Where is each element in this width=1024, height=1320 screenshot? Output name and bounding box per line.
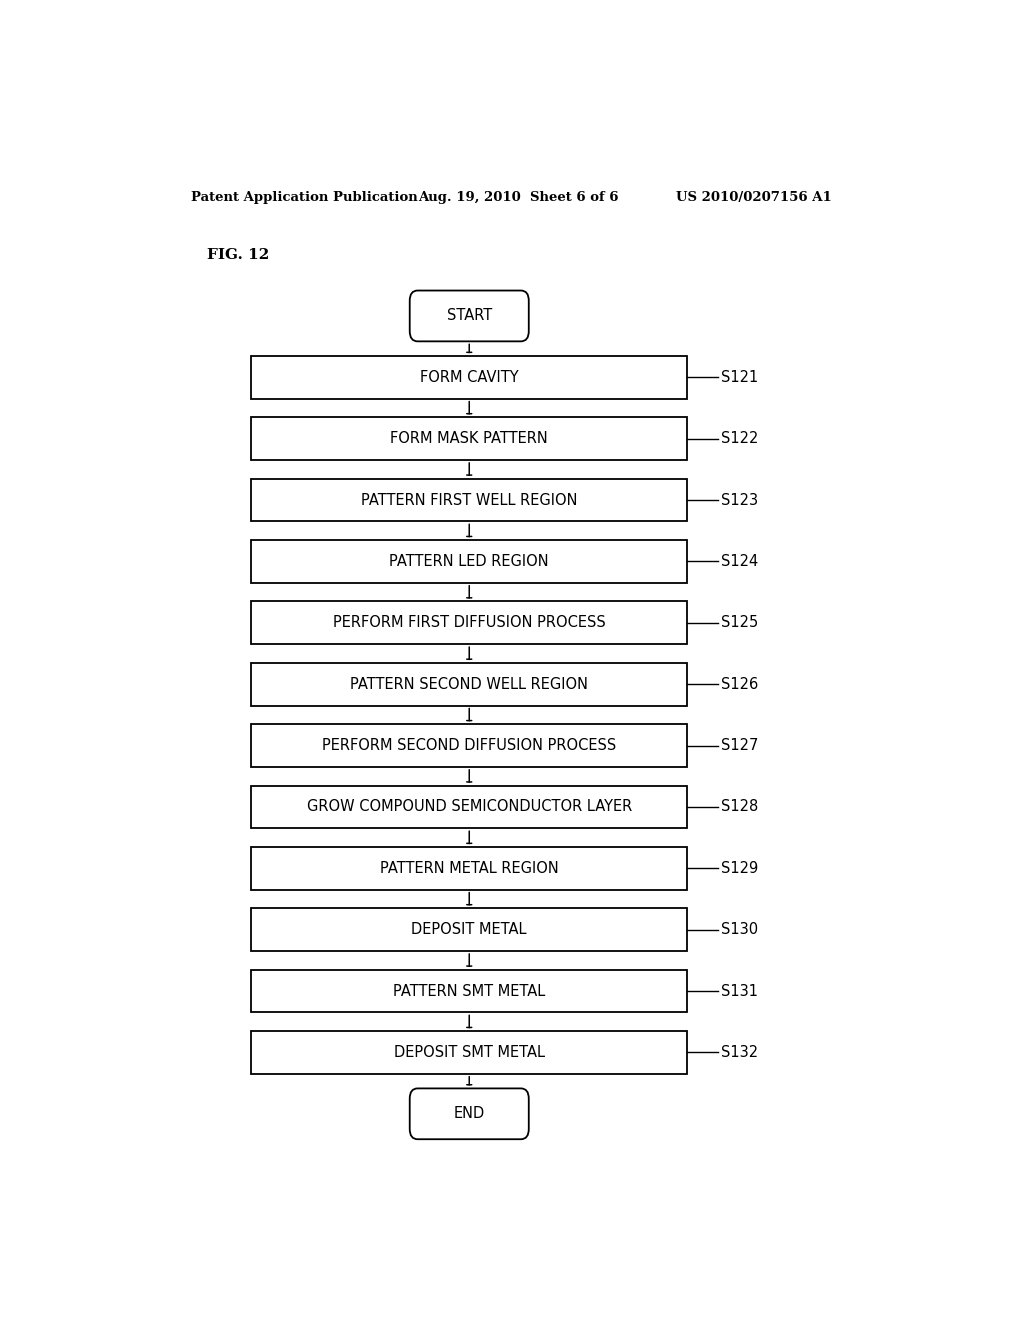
Text: Aug. 19, 2010  Sheet 6 of 6: Aug. 19, 2010 Sheet 6 of 6 bbox=[418, 190, 618, 203]
Text: PERFORM SECOND DIFFUSION PROCESS: PERFORM SECOND DIFFUSION PROCESS bbox=[323, 738, 616, 754]
Text: S131: S131 bbox=[721, 983, 758, 998]
Text: START: START bbox=[446, 309, 492, 323]
Text: S123: S123 bbox=[721, 492, 758, 508]
Text: PATTERN SECOND WELL REGION: PATTERN SECOND WELL REGION bbox=[350, 677, 588, 692]
Text: GROW COMPOUND SEMICONDUCTOR LAYER: GROW COMPOUND SEMICONDUCTOR LAYER bbox=[306, 800, 632, 814]
Text: US 2010/0207156 A1: US 2010/0207156 A1 bbox=[676, 190, 831, 203]
Bar bbox=[251, 908, 687, 950]
Bar bbox=[251, 356, 687, 399]
Text: FORM CAVITY: FORM CAVITY bbox=[420, 370, 518, 385]
Text: S124: S124 bbox=[721, 554, 758, 569]
Bar bbox=[251, 785, 687, 828]
Bar bbox=[251, 970, 687, 1012]
Text: DEPOSIT SMT METAL: DEPOSIT SMT METAL bbox=[394, 1045, 545, 1060]
Text: PATTERN LED REGION: PATTERN LED REGION bbox=[389, 554, 549, 569]
Text: S127: S127 bbox=[721, 738, 758, 754]
Text: PATTERN SMT METAL: PATTERN SMT METAL bbox=[393, 983, 546, 998]
Text: S122: S122 bbox=[721, 432, 758, 446]
Text: FIG. 12: FIG. 12 bbox=[207, 248, 269, 261]
Text: PATTERN FIRST WELL REGION: PATTERN FIRST WELL REGION bbox=[361, 492, 578, 508]
Text: S129: S129 bbox=[721, 861, 758, 875]
Text: Patent Application Publication: Patent Application Publication bbox=[191, 190, 418, 203]
Bar bbox=[251, 540, 687, 583]
FancyBboxPatch shape bbox=[410, 290, 528, 342]
Text: DEPOSIT METAL: DEPOSIT METAL bbox=[412, 923, 527, 937]
Text: PERFORM FIRST DIFFUSION PROCESS: PERFORM FIRST DIFFUSION PROCESS bbox=[333, 615, 605, 631]
Bar bbox=[251, 847, 687, 890]
Bar bbox=[251, 663, 687, 705]
FancyBboxPatch shape bbox=[410, 1089, 528, 1139]
Text: END: END bbox=[454, 1106, 485, 1121]
Text: PATTERN METAL REGION: PATTERN METAL REGION bbox=[380, 861, 559, 875]
Bar bbox=[251, 602, 687, 644]
Bar bbox=[251, 725, 687, 767]
Text: S128: S128 bbox=[721, 800, 758, 814]
Text: S121: S121 bbox=[721, 370, 758, 385]
Bar bbox=[251, 479, 687, 521]
Text: S130: S130 bbox=[721, 923, 758, 937]
Text: S125: S125 bbox=[721, 615, 758, 631]
Bar bbox=[251, 1031, 687, 1073]
Text: S126: S126 bbox=[721, 677, 758, 692]
Text: FORM MASK PATTERN: FORM MASK PATTERN bbox=[390, 432, 548, 446]
Bar bbox=[251, 417, 687, 461]
Text: S132: S132 bbox=[721, 1045, 758, 1060]
